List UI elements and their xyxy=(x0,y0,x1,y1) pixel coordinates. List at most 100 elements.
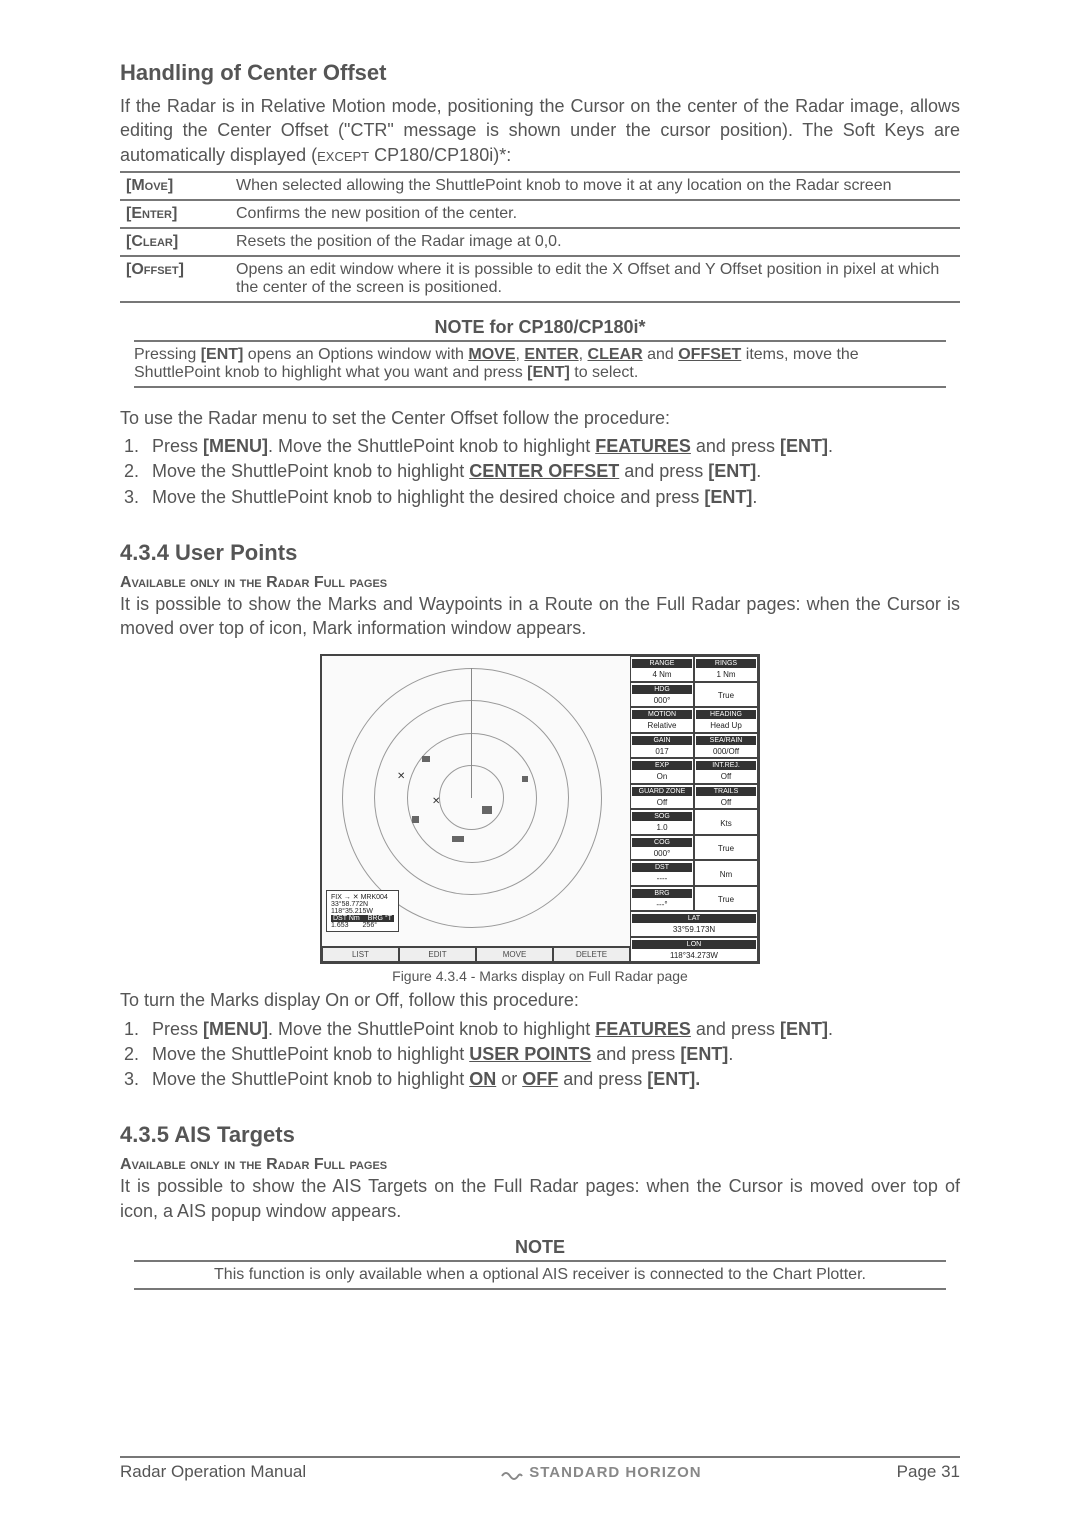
softkey-table: [Move] When selected allowing the Shuttl… xyxy=(120,171,960,303)
t: or xyxy=(496,1069,522,1089)
v: 1.0 xyxy=(656,821,667,832)
v: 000° xyxy=(654,847,671,858)
list-item: 3. Move the ShuttlePoint knob to highlig… xyxy=(120,1067,960,1092)
t: 256° xyxy=(363,922,377,929)
v: 000° xyxy=(654,694,671,705)
tab: MOVE xyxy=(476,947,553,962)
v: On xyxy=(657,770,668,781)
v: True xyxy=(718,893,734,904)
t: . xyxy=(752,487,757,507)
t: Pressing xyxy=(134,346,201,363)
h: MOTION xyxy=(632,710,692,719)
v: Head Up xyxy=(710,719,742,730)
t: [ENT] xyxy=(704,487,752,507)
v: Nm xyxy=(720,868,732,879)
key-label: [Enter] xyxy=(120,200,230,228)
v: Kts xyxy=(720,817,732,828)
intro-text: If the Radar is in Relative Motion mode,… xyxy=(120,96,960,165)
t: . Move the ShuttlePoint knob to highligh… xyxy=(268,436,595,456)
list-item: 2. Move the ShuttlePoint knob to highlig… xyxy=(120,459,960,484)
step-list-1: 1. Press [MENU]. Move the ShuttlePoint k… xyxy=(120,434,960,510)
h: DST xyxy=(632,863,692,872)
v: Off xyxy=(657,796,668,807)
intro-except: except xyxy=(317,145,369,165)
v: ---- xyxy=(657,872,668,883)
avail-2: Available only in the Radar Full pages xyxy=(120,574,960,592)
intro-tail: CP180/CP180i)*: xyxy=(369,145,511,165)
table-row: [Move] When selected allowing the Shuttl… xyxy=(120,172,960,200)
h: GAIN xyxy=(632,736,692,745)
table-row: [Offset] Opens an edit window where it i… xyxy=(120,256,960,302)
radar-screenshot: ✕ ✕ FIX → ✕ MRK004 33°58.772N 118°35.215… xyxy=(320,654,760,964)
n: 1. xyxy=(120,434,152,459)
key-label: [Offset] xyxy=(120,256,230,302)
t: CLEAR xyxy=(588,346,643,363)
figure-caption: Figure 4.3.4 - Marks display on Full Rad… xyxy=(320,968,760,984)
t: [ENT] xyxy=(780,436,828,456)
radar-side-panel: RANGE4 NmRINGS1 Nm HDG000°True MOTIONRel… xyxy=(630,656,758,962)
t: [ENT] xyxy=(708,461,756,481)
v: Off xyxy=(721,796,732,807)
h: EXP xyxy=(632,761,692,770)
list-item: 1. Press [MENU]. Move the ShuttlePoint k… xyxy=(120,434,960,459)
t: [MENU] xyxy=(203,436,268,456)
t: and press xyxy=(558,1069,647,1089)
v: 4 Nm xyxy=(652,668,671,679)
v: True xyxy=(718,689,734,700)
v: 1 Nm xyxy=(716,668,735,679)
t: DST Nm xyxy=(333,915,360,922)
v: 017 xyxy=(655,745,668,756)
h: LAT xyxy=(632,914,756,923)
figure-434: ✕ ✕ FIX → ✕ MRK004 33°58.772N 118°35.215… xyxy=(320,654,760,984)
t: OFFSET xyxy=(678,346,741,363)
wave-icon xyxy=(501,1464,523,1480)
list-item: 3. Move the ShuttlePoint knob to highlig… xyxy=(120,485,960,510)
section-2-title: 4.3.4 User Points xyxy=(120,540,960,566)
tab: LIST xyxy=(322,947,399,962)
note-box-3: This function is only available when a o… xyxy=(134,1260,946,1290)
v: 000/Off xyxy=(713,745,739,756)
proc-intro-1: To use the Radar menu to set the Center … xyxy=(120,406,960,430)
section-1-intro: If the Radar is in Relative Motion mode,… xyxy=(120,94,960,167)
h: RINGS xyxy=(696,659,756,668)
key-desc: When selected allowing the ShuttlePoint … xyxy=(230,172,960,200)
key-label: [Clear] xyxy=(120,228,230,256)
avail-3: Available only in the Radar Full pages xyxy=(120,1156,960,1174)
t: and press xyxy=(691,436,780,456)
t: [MENU] xyxy=(203,1019,268,1039)
t: FEATURES xyxy=(595,1019,691,1039)
proc-intro-2: To turn the Marks display On or Off, fol… xyxy=(120,988,960,1012)
h: SOG xyxy=(632,812,692,821)
list-item: 2. Move the ShuttlePoint knob to highlig… xyxy=(120,1042,960,1067)
t: and press xyxy=(619,461,708,481)
radar-softkeys: LIST EDIT MOVE DELETE xyxy=(322,946,630,962)
t: [ENT]. xyxy=(647,1069,700,1089)
table-row: [Enter] Confirms the new position of the… xyxy=(120,200,960,228)
v: True xyxy=(718,842,734,853)
footer-left: Radar Operation Manual xyxy=(120,1462,306,1482)
t: Move the ShuttlePoint knob to highlight xyxy=(152,461,469,481)
note-title-3: NOTE xyxy=(120,1237,960,1258)
t: . xyxy=(728,1044,733,1064)
v: ---° xyxy=(656,898,667,909)
t: [ENT] xyxy=(780,1019,828,1039)
t: OFF xyxy=(522,1069,558,1089)
t: . xyxy=(828,436,833,456)
t: Press xyxy=(152,1019,203,1039)
note-box-1: Pressing [ENT] opens an Options window w… xyxy=(134,340,946,388)
key-desc: Resets the position of the Radar image a… xyxy=(230,228,960,256)
tab: DELETE xyxy=(553,947,630,962)
v: Off xyxy=(721,770,732,781)
list-item: 1. Press [MENU]. Move the ShuttlePoint k… xyxy=(120,1017,960,1042)
t: [ENT] xyxy=(527,364,570,381)
t: Move the ShuttlePoint knob to highlight … xyxy=(152,487,704,507)
h: HDG xyxy=(632,685,692,694)
t: MOVE xyxy=(468,346,515,363)
t: and press xyxy=(691,1019,780,1039)
n: 2. xyxy=(120,1042,152,1067)
h: SEA/RAIN xyxy=(696,736,756,745)
key-label: [Move] xyxy=(120,172,230,200)
t: [ENT] xyxy=(201,346,244,363)
t: to select. xyxy=(570,364,638,381)
radar-info-box: FIX → ✕ MRK004 33°58.772N 118°35.215W DS… xyxy=(326,890,399,932)
